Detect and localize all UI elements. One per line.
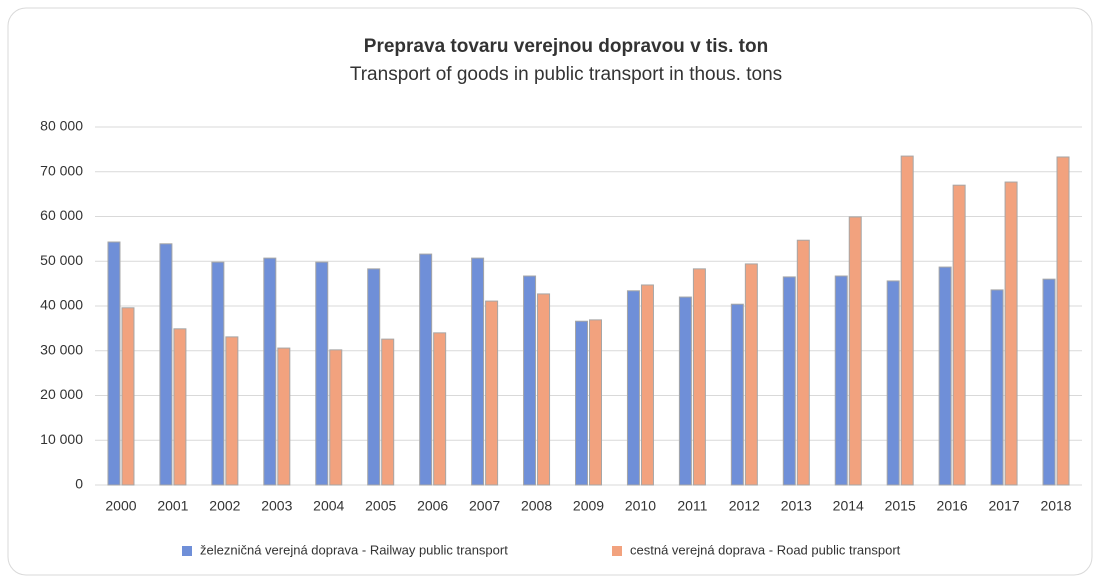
bar [1056, 156, 1070, 486]
bar [640, 284, 654, 486]
x-tick-label: 2011 [677, 498, 707, 514]
x-tick-label: 2016 [937, 498, 968, 514]
bar [952, 184, 966, 486]
x-tick-label: 2012 [729, 498, 760, 514]
y-tick-label: 80 000 [40, 118, 83, 134]
bar [990, 289, 1004, 486]
bar [329, 349, 343, 486]
y-tick-label: 70 000 [40, 162, 83, 178]
y-tick-label: 30 000 [40, 341, 83, 357]
x-tick-label: 2001 [157, 498, 188, 514]
bar [315, 261, 329, 486]
bar [1042, 278, 1056, 486]
bar [263, 257, 277, 486]
bar [692, 268, 706, 486]
bar [159, 243, 173, 486]
y-tick-label: 50 000 [40, 252, 83, 268]
chart-subtitle: Transport of goods in public transport i… [350, 64, 782, 85]
x-tick-label: 2014 [833, 498, 864, 514]
x-tick-label: 2002 [209, 498, 240, 514]
x-tick-label: 2018 [1040, 498, 1071, 514]
y-tick-label: 10 000 [40, 431, 83, 447]
bar [834, 275, 848, 486]
bar [796, 239, 810, 486]
bar [744, 263, 758, 486]
x-tick-label: 2003 [261, 498, 292, 514]
y-tick-label: 0 [75, 476, 83, 492]
bar [782, 276, 796, 486]
x-tick-label: 2005 [365, 498, 396, 514]
y-tick-label: 40 000 [40, 297, 83, 313]
x-tick-label: 2008 [521, 498, 552, 514]
bar [381, 338, 395, 486]
x-tick-label: 2017 [989, 498, 1020, 514]
y-tick-label: 20 000 [40, 386, 83, 402]
x-tick-label: 2015 [885, 498, 916, 514]
bar [419, 253, 433, 486]
x-tick-label: 2006 [417, 498, 448, 514]
bar [485, 300, 499, 486]
x-tick-label: 2007 [469, 498, 500, 514]
bar [730, 303, 744, 486]
bar [433, 332, 447, 486]
bar [626, 290, 640, 486]
x-tick-label: 2009 [573, 498, 604, 514]
legend-label: železničná verejná doprava - Railway pub… [200, 542, 508, 557]
x-tick-label: 2000 [105, 498, 136, 514]
bar [107, 241, 121, 486]
legend-swatch [612, 546, 622, 556]
bar [938, 266, 952, 486]
bar [589, 319, 602, 486]
chart-title: Preprava tovaru verejnou dopravou v tis.… [364, 36, 768, 57]
x-tick-label: 2010 [625, 498, 656, 514]
bar [678, 296, 692, 486]
bar [367, 268, 381, 486]
bar [277, 347, 291, 486]
bar [537, 293, 551, 486]
bar [225, 336, 239, 486]
bar [900, 155, 914, 486]
bar [886, 280, 900, 486]
bar [173, 328, 187, 486]
bar [575, 320, 588, 486]
bar [523, 275, 537, 486]
legend-swatch [182, 546, 192, 556]
bar [848, 216, 862, 486]
x-tick-label: 2013 [781, 498, 812, 514]
bar [121, 307, 135, 486]
bar [211, 261, 225, 486]
y-tick-label: 60 000 [40, 207, 83, 223]
bar [471, 257, 485, 486]
x-tick-label: 2004 [313, 498, 344, 514]
bar [1004, 181, 1018, 486]
legend-label: cestná verejná doprava - Road public tra… [630, 542, 901, 557]
